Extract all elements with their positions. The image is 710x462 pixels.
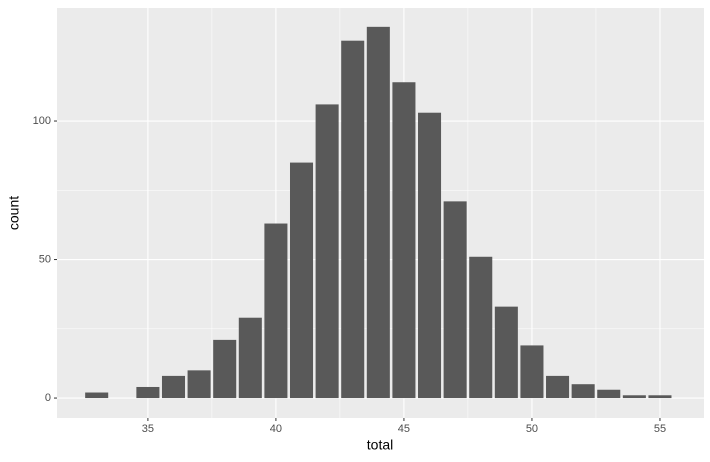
bar xyxy=(85,392,109,399)
bar xyxy=(443,201,467,399)
y-tick-label: 50 xyxy=(39,253,51,265)
bar xyxy=(469,256,493,399)
x-axis-title: total xyxy=(367,437,393,453)
bar xyxy=(161,375,186,399)
bar xyxy=(546,375,570,399)
bar xyxy=(213,339,237,399)
bar xyxy=(571,384,595,399)
bar xyxy=(648,395,672,399)
bar xyxy=(187,370,211,399)
bar xyxy=(418,112,442,399)
bar xyxy=(392,82,416,399)
bar xyxy=(238,317,262,399)
y-axis-title: count xyxy=(6,196,22,230)
bar xyxy=(136,386,160,399)
bar xyxy=(520,345,544,399)
bar xyxy=(597,389,621,399)
x-tick-label: 45 xyxy=(398,423,410,435)
bar xyxy=(289,162,314,399)
bar xyxy=(494,306,518,399)
y-tick-label: 0 xyxy=(45,392,51,404)
x-tick-label: 55 xyxy=(654,423,666,435)
bar xyxy=(622,395,646,399)
x-tick-label: 35 xyxy=(142,423,154,435)
x-tick-label: 50 xyxy=(526,423,538,435)
bar xyxy=(366,26,390,399)
y-tick-label: 100 xyxy=(33,115,51,127)
x-tick-label: 40 xyxy=(270,423,282,435)
bar xyxy=(264,223,288,399)
bar xyxy=(341,40,365,399)
bar xyxy=(315,104,339,399)
